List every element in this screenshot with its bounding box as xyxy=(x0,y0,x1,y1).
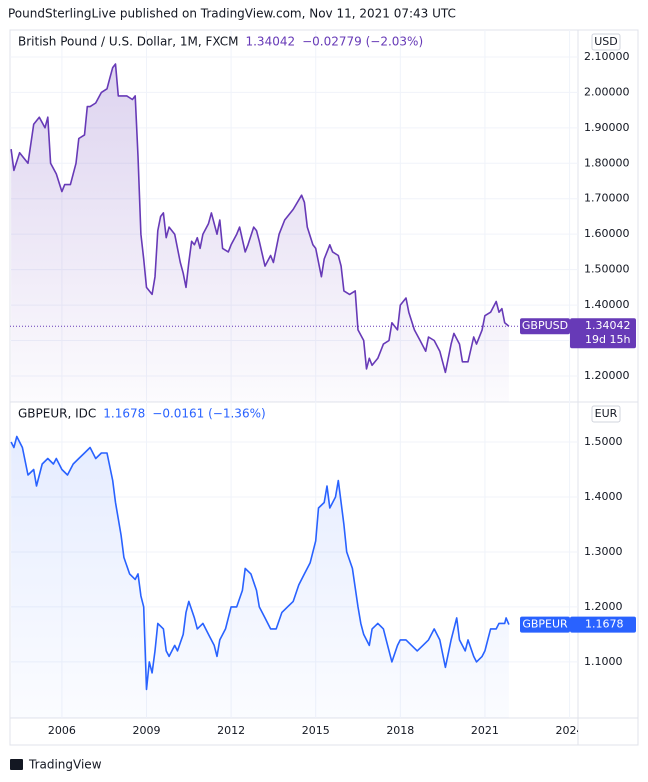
area-fill xyxy=(11,436,509,718)
price-label-box xyxy=(570,318,636,349)
symbol-label: GBPUSD xyxy=(522,319,568,332)
area-fill xyxy=(11,64,509,402)
y-tick-label: 1.5000 xyxy=(584,435,623,448)
y-tick-label: 2.00000 xyxy=(584,85,630,98)
x-tick-label: 2012 xyxy=(217,724,245,737)
currency-label: USD xyxy=(594,35,618,48)
footer-logo: TradingView xyxy=(10,758,102,772)
x-tick-label: 2015 xyxy=(302,724,330,737)
x-tick-label: 2018 xyxy=(386,724,414,737)
pane-change: −0.0161 (−1.36%) xyxy=(152,407,265,421)
pane-title: GBPEUR, IDC xyxy=(18,407,96,421)
y-tick-label: 1.50000 xyxy=(584,263,630,276)
y-tick-label: 1.90000 xyxy=(584,121,630,134)
y-tick-label: 1.60000 xyxy=(584,227,630,240)
pane-last-value: 1.1678 xyxy=(103,407,145,421)
countdown-label: 19d 15h xyxy=(585,333,630,346)
logo-icon xyxy=(10,759,23,770)
frame xyxy=(9,29,639,746)
y-tick-label: 1.40000 xyxy=(584,298,630,311)
y-tick-label: 1.70000 xyxy=(584,192,630,205)
symbol-label: GBPEUR xyxy=(522,618,568,631)
symbol-label-box xyxy=(520,616,570,633)
x-tick-label: 2024 xyxy=(556,724,584,737)
y-tick-label: 1.4000 xyxy=(584,490,623,503)
currency-box xyxy=(591,405,621,423)
y-tick-label: 1.1000 xyxy=(584,655,623,668)
publisher-line: PoundSterlingLive published on TradingVi… xyxy=(8,7,456,21)
x-tick-label: 2009 xyxy=(133,724,161,737)
y-tick-label: 1.2000 xyxy=(584,600,623,613)
price-label: 1.1678 xyxy=(585,618,624,631)
symbol-label-box xyxy=(520,318,570,335)
price-label-box xyxy=(570,616,636,633)
x-tick-label: 2006 xyxy=(48,724,76,737)
price-label: 1.34042 xyxy=(585,319,631,332)
currency-label: EUR xyxy=(595,407,618,420)
price-line xyxy=(10,435,510,691)
y-tick-label: 2.10000 xyxy=(584,50,630,63)
currency-box xyxy=(591,33,621,51)
footer-text: TradingView xyxy=(28,758,102,772)
pane-last-value: 1.34042 xyxy=(245,35,295,49)
x-tick-label: 2021 xyxy=(471,724,499,737)
y-tick-label: 1.20000 xyxy=(584,369,630,382)
y-tick-label: 1.80000 xyxy=(584,156,630,169)
price-line xyxy=(10,63,510,374)
pane-change: −0.02779 (−2.03%) xyxy=(302,35,423,49)
y-tick-label: 1.3000 xyxy=(584,545,623,558)
pane-title: British Pound / U.S. Dollar, 1M, FXCM xyxy=(18,35,238,49)
